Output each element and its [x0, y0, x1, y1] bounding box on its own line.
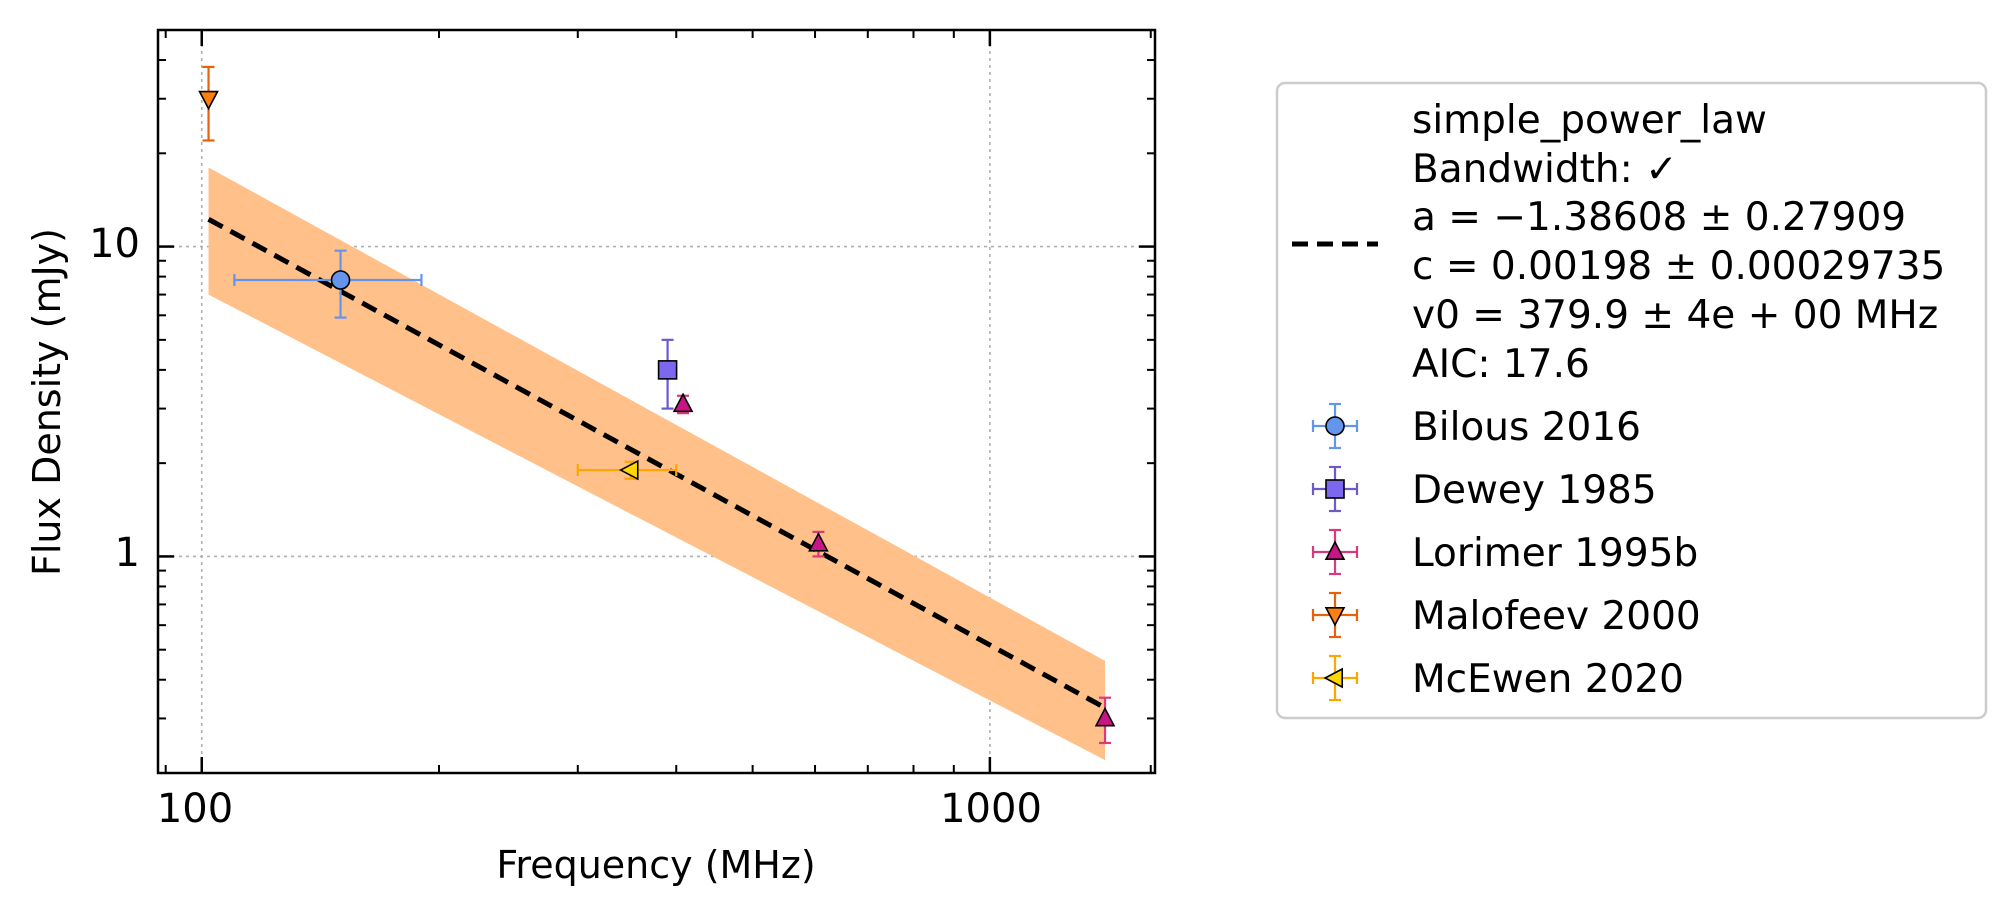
- legend-label-mcewen: McEwen 2020: [1412, 657, 1684, 702]
- y-tick-label-10: 10: [89, 221, 140, 267]
- legend-label-lorimer: Lorimer 1995b: [1412, 531, 1698, 576]
- plot-frame: [156, 28, 1157, 775]
- x-axis-label: Frequency (MHz): [496, 843, 815, 887]
- legend-fit-line-2: a = −1.38608 ± 0.27909: [1412, 195, 1906, 240]
- point-dewey-1985-0-marker: [657, 360, 678, 380]
- legend-fit-line-1: Bandwidth: ✓: [1412, 147, 1678, 192]
- point-lorimer-1995b-1-marker: [808, 531, 829, 552]
- legend-fit-line-5: AIC: 17.6: [1412, 342, 1590, 387]
- point-bilous-2016-0-marker: [330, 270, 351, 290]
- data-points: [198, 65, 1116, 745]
- legend-label-dewey: Dewey 1985: [1412, 468, 1657, 513]
- y-tick-label-1: 1: [115, 530, 140, 576]
- fit-line-simple-power-law: [207, 217, 1107, 710]
- point-mcewen-2020-0-marker: [618, 459, 639, 481]
- y-axis-labels: 10 1 Flux Density (mJy): [25, 221, 140, 576]
- legend: simple_power_law Bandwidth: ✓ a = −1.386…: [1275, 81, 1988, 720]
- legend-swatch-mcewen-2020-marker: [1323, 667, 1343, 689]
- x-axis-labels: 100 1000 Frequency (MHz): [157, 786, 1042, 887]
- legend-box: [1275, 81, 1988, 720]
- legend-swatch-malofeev-2000-marker: [1324, 606, 1346, 627]
- grid-lines: [158, 30, 1155, 773]
- legend-label-bilous: Bilous 2016: [1412, 405, 1641, 450]
- legend-fit-line-4: v0 = 379.9 ± 4e + 00 MHz: [1412, 293, 1938, 338]
- x-tick-label-100: 100: [157, 786, 233, 832]
- x-tick-label-1000: 1000: [940, 786, 1042, 832]
- legend-swatch-lorimer-1995b-marker: [1324, 540, 1346, 561]
- legend-swatch-dewey-1985-marker: [1325, 479, 1345, 499]
- fit-line: [207, 217, 1107, 710]
- legend-fit-line-0: simple_power_law: [1412, 98, 1767, 143]
- legend-fit-line-3: c = 0.00198 ± 0.00029735: [1412, 244, 1945, 289]
- y-axis-label: Flux Density (mJy): [25, 228, 69, 576]
- legend-label-malofeev: Malofeev 2000: [1412, 594, 1701, 639]
- axis-ticks: [158, 30, 1155, 774]
- point-lorimer-1995b-2-marker: [1094, 706, 1116, 727]
- legend-swatch-bilous-2016-marker: [1325, 416, 1345, 436]
- point-lorimer-1995b-0-marker: [672, 392, 694, 413]
- point-malofeev-2000-0-marker: [198, 90, 219, 111]
